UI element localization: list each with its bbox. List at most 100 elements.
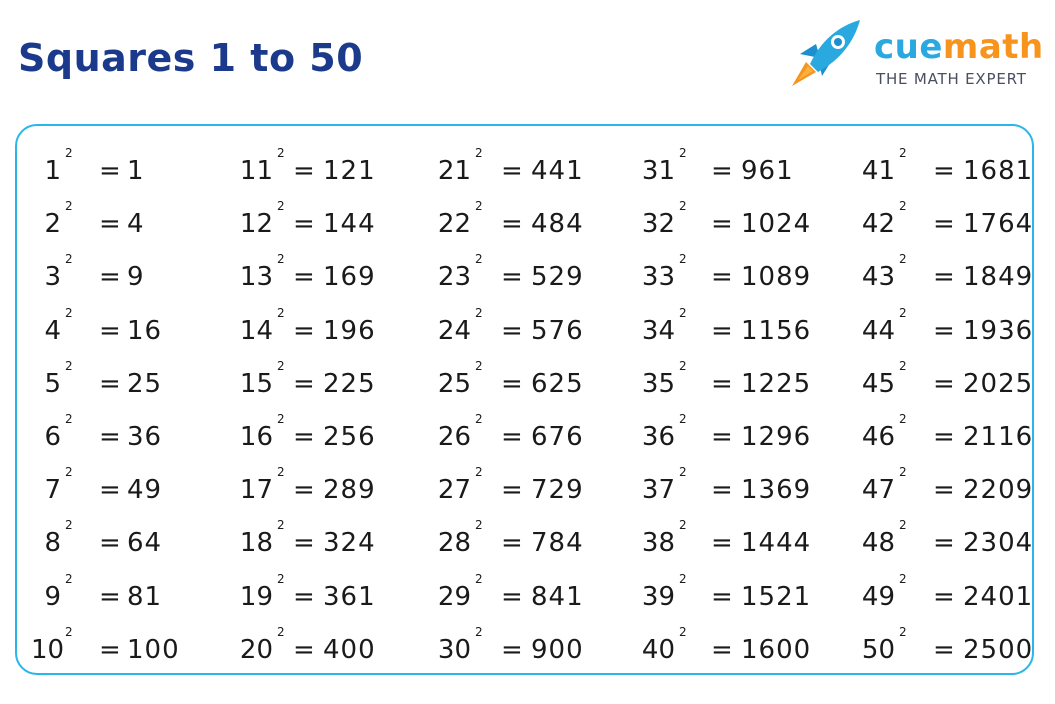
base-number: 23 — [437, 262, 471, 293]
exponent: 2 — [277, 199, 285, 214]
exponent: 2 — [277, 571, 285, 586]
equals-sign: = — [501, 262, 523, 293]
exponent: 2 — [899, 624, 907, 639]
base-number: 35 — [641, 368, 675, 399]
exponent: 2 — [475, 146, 483, 160]
square-value: 1936 — [963, 315, 1034, 346]
exponent: 2 — [475, 412, 483, 426]
base-number: 28 — [437, 528, 471, 559]
square-value: 1600 — [741, 634, 812, 665]
exponent: 2 — [899, 358, 907, 373]
exponent: 2 — [475, 305, 483, 320]
square-value: 2304 — [963, 528, 1034, 559]
base-number: 34 — [641, 315, 675, 346]
base-number: 13 — [239, 262, 273, 293]
base-number: 44 — [861, 315, 895, 346]
square-value: 100 — [127, 634, 180, 665]
exponent: 2 — [899, 252, 907, 267]
base-number: 36 — [641, 422, 675, 452]
base-number: 22 — [437, 209, 471, 240]
equals-sign: = — [711, 475, 733, 506]
equals-sign: = — [711, 581, 733, 612]
base-number: 25 — [437, 368, 471, 399]
square-value: 1764 — [963, 209, 1034, 240]
square-value: 324 — [323, 528, 376, 559]
square-value: 16 — [127, 315, 163, 346]
square-value: 4 — [127, 209, 145, 240]
square-value: 49 — [127, 475, 163, 506]
exponent: 2 — [277, 252, 285, 267]
equals-sign: = — [933, 209, 955, 240]
exponent: 2 — [899, 199, 907, 214]
exponent: 2 — [65, 199, 73, 214]
exponent: 2 — [679, 199, 687, 214]
square-value: 169 — [323, 262, 376, 293]
base-number: 8 — [44, 528, 61, 559]
square-value: 36 — [127, 422, 163, 452]
square-value: 1225 — [741, 368, 812, 399]
base-number: 49 — [861, 581, 895, 612]
square-value: 576 — [531, 315, 584, 346]
base-number: 40 — [641, 634, 675, 665]
base-number: 11 — [239, 156, 273, 186]
exponent: 2 — [277, 624, 285, 639]
base-number: 48 — [861, 528, 895, 559]
square-value: 625 — [531, 368, 584, 399]
square-value: 961 — [741, 156, 794, 186]
exponent: 2 — [277, 518, 285, 533]
square-value: 2401 — [963, 581, 1034, 612]
equals-sign: = — [933, 315, 955, 346]
exponent: 2 — [899, 146, 907, 160]
square-value: 1521 — [741, 581, 812, 612]
exponent: 2 — [679, 412, 687, 426]
equals-sign: = — [293, 368, 315, 399]
exponent: 2 — [899, 518, 907, 533]
square-value: 1444 — [741, 528, 812, 559]
equals-sign: = — [293, 422, 315, 452]
base-number: 46 — [861, 422, 895, 452]
equals-sign: = — [711, 368, 733, 399]
exponent: 2 — [65, 624, 73, 639]
equals-sign: = — [99, 209, 121, 240]
square-value: 121 — [323, 156, 376, 186]
exponent: 2 — [679, 571, 687, 586]
square-value: 361 — [323, 581, 376, 612]
base-number: 39 — [641, 581, 675, 612]
exponent: 2 — [277, 146, 285, 160]
exponent: 2 — [65, 305, 73, 320]
square-value: 729 — [531, 475, 584, 506]
base-number: 18 — [239, 528, 273, 559]
square-value: 1024 — [741, 209, 812, 240]
equals-sign: = — [293, 581, 315, 612]
base-number: 16 — [239, 422, 273, 452]
base-number: 4 — [44, 315, 61, 346]
base-number: 47 — [861, 475, 895, 506]
square-value: 81 — [127, 581, 163, 612]
square-value: 2500 — [963, 634, 1034, 665]
square-value: 900 — [531, 634, 584, 665]
equals-sign: = — [99, 156, 121, 186]
exponent: 2 — [679, 518, 687, 533]
square-value: 1089 — [741, 262, 812, 293]
base-number: 19 — [239, 581, 273, 612]
base-number: 42 — [861, 209, 895, 240]
square-value: 1849 — [963, 262, 1034, 293]
square-value: 484 — [531, 209, 584, 240]
exponent: 2 — [277, 358, 285, 373]
equals-sign: = — [99, 262, 121, 293]
equals-sign: = — [711, 422, 733, 452]
exponent: 2 — [475, 624, 483, 639]
square-value: 64 — [127, 528, 163, 559]
equals-sign: = — [933, 528, 955, 559]
base-number: 2 — [44, 209, 61, 240]
exponent: 2 — [899, 465, 907, 480]
square-value: 2025 — [963, 368, 1034, 399]
base-number: 12 — [239, 209, 273, 240]
equals-sign: = — [293, 634, 315, 665]
squares-table-panel: 1 2 = 1 2 2 = 4 3 2 = 9 4 2 = 16 5 2 = 25 6 2 = 36 7 2 = 49 8 2 = 64 9 2 =… — [15, 124, 1034, 675]
base-number: 9 — [44, 581, 61, 612]
equals-sign: = — [933, 634, 955, 665]
base-number: 5 — [44, 368, 61, 399]
base-number: 20 — [239, 634, 273, 665]
square-value: 25 — [127, 368, 163, 399]
